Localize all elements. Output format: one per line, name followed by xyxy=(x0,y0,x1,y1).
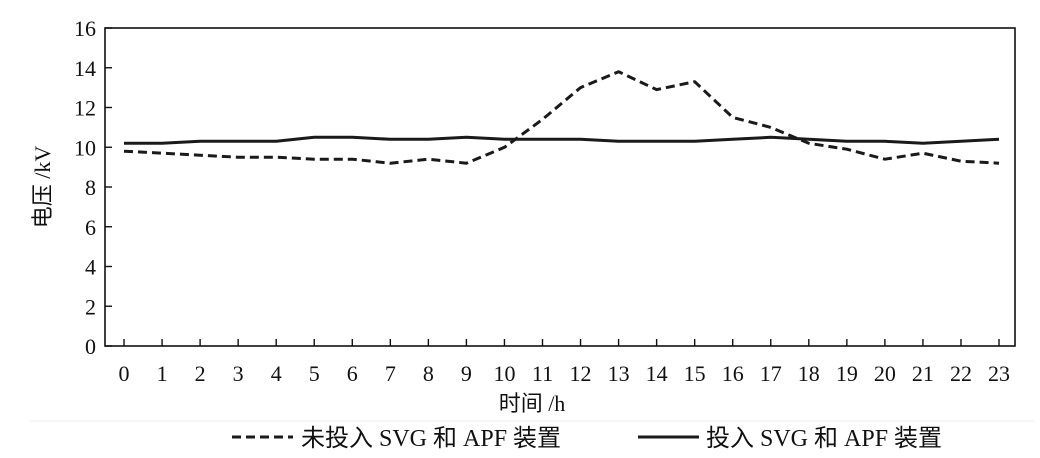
x-tick-label: 14 xyxy=(646,361,668,386)
y-tick-label: 12 xyxy=(74,96,96,121)
y-tick-label: 4 xyxy=(85,255,96,280)
legend-label: 投入 SVG 和 APF 装置 xyxy=(706,425,942,452)
x-tick-label: 1 xyxy=(157,361,168,386)
legend-item-dashed: 未投入 SVG 和 APF 装置 xyxy=(232,425,561,452)
x-tick-label: 3 xyxy=(233,361,244,386)
y-tick-label: 8 xyxy=(85,175,96,200)
x-tick-label: 12 xyxy=(570,361,592,386)
y-tick-label: 14 xyxy=(74,56,96,81)
x-tick-label: 17 xyxy=(760,361,782,386)
x-tick-label: 10 xyxy=(493,361,515,386)
series-line-solid xyxy=(124,135,1000,145)
legend-label: 未投入 SVG 和 APF 装置 xyxy=(301,425,561,452)
y-axis-title: 电压 /kV xyxy=(30,146,55,229)
x-axis-title: 时间 /h xyxy=(499,391,566,416)
y-tick-label: 2 xyxy=(85,294,96,319)
x-tick-label: 18 xyxy=(798,361,820,386)
x-tick-label: 22 xyxy=(950,361,972,386)
y-tick-label: 16 xyxy=(74,16,96,41)
plot-frame xyxy=(104,27,1016,347)
x-tick-label: 7 xyxy=(385,361,396,386)
x-tick-label: 2 xyxy=(195,361,206,386)
x-tick-label: 6 xyxy=(347,361,358,386)
y-tick-label: 0 xyxy=(85,334,96,359)
x-tick-label: 16 xyxy=(722,361,744,386)
x-tick-label: 4 xyxy=(271,361,282,386)
x-tick-label: 15 xyxy=(684,361,706,386)
x-tick-label: 19 xyxy=(836,361,858,386)
y-tick-label: 10 xyxy=(74,135,96,160)
x-tick-label: 8 xyxy=(423,361,434,386)
x-tick-label: 20 xyxy=(874,361,896,386)
y-tick-label: 6 xyxy=(85,215,96,240)
legend: 未投入 SVG 和 APF 装置 投入 SVG 和 APF 装置 xyxy=(232,425,942,452)
series-line-dashed xyxy=(123,70,1000,165)
x-tick-label: 9 xyxy=(461,361,472,386)
x-tick-label: 5 xyxy=(309,361,320,386)
x-tick-label: 21 xyxy=(912,361,934,386)
x-tick-label: 23 xyxy=(988,361,1010,386)
x-tick-label: 0 xyxy=(119,361,130,386)
x-tick-label: 11 xyxy=(532,361,553,386)
legend-item-solid: 投入 SVG 和 APF 装置 xyxy=(638,425,942,452)
x-tick-label: 13 xyxy=(608,361,630,386)
